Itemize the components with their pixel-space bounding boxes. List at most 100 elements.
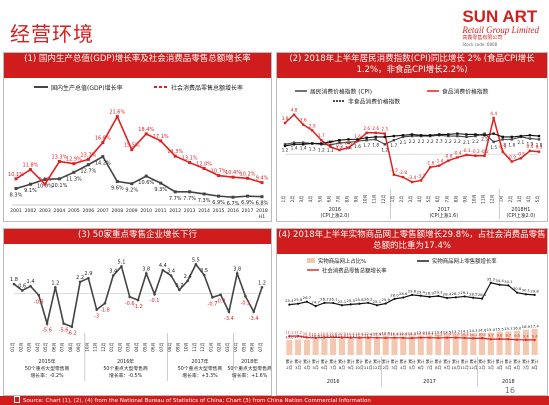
data-label-gdp: 10.6%: [138, 180, 154, 186]
data-label-retail: 10.4: [364, 332, 373, 336]
data-label-gdp: 6.7%: [227, 201, 240, 207]
data-point: [211, 296, 214, 299]
data-label-retail: 13.3%: [51, 154, 67, 160]
x-tick-label: 累计: [487, 359, 495, 364]
data-label-gdp: 7.7%: [183, 196, 196, 202]
x-tick-month: 4月: [496, 365, 502, 370]
bar-online-share: [417, 335, 424, 355]
panel-cpi: (2) 2018年上半年居民消费指数(CPI)同比增长 2% (食品CPI增长1…: [276, 52, 548, 222]
x-tick-label: 2015: [213, 208, 225, 214]
x-tick-month: 7月: [523, 365, 529, 370]
data-label-retail: 13.7%: [80, 152, 96, 158]
data-label-food: 2.6: [372, 126, 379, 132]
data-label: -5.6: [59, 328, 69, 334]
data-point-online: [305, 300, 308, 303]
data-label-retail: 10.1%: [8, 172, 24, 178]
x-tick-label: 8月: [453, 196, 459, 203]
bar-online-share: [426, 335, 433, 355]
data-label-gdp: 9.3%: [154, 187, 167, 193]
data-label: 2.4: [184, 274, 192, 280]
x-tick-label: 累计: [496, 359, 504, 364]
data-label-gdp: 11.3%: [66, 176, 82, 182]
data-point: [45, 322, 49, 325]
data-label-online: 28.1: [478, 292, 487, 297]
data-label-retail: 10.5: [338, 332, 346, 336]
x-tick-label: 5月: [426, 196, 432, 203]
x-tick-label: 04月: [35, 342, 41, 352]
data-label: -3.4: [224, 316, 234, 322]
data-point-retail: [101, 141, 105, 145]
bar-online-share: [531, 328, 538, 355]
data-label-online: 29.4: [417, 289, 426, 294]
data-point: [161, 268, 165, 272]
data-point-food: [428, 166, 432, 169]
bar-data-label: 11.0: [338, 333, 347, 338]
data-point-nonfood: [410, 133, 414, 136]
data-point: [111, 274, 115, 277]
data-point-retail: [367, 336, 370, 339]
x-tick-label: 累计: [338, 359, 346, 364]
data-label-cpi: 2.2: [418, 139, 425, 145]
data-label-food: 0.3: [499, 145, 506, 151]
x-tick-label: 12月: [200, 342, 206, 352]
data-label-cpi: 1.6: [354, 144, 361, 150]
data-point-retail: [28, 168, 32, 172]
x-tick-month: 2月: [286, 365, 292, 370]
note-text: 50个重点大型零售商: [227, 365, 271, 372]
bar-online-share: [461, 333, 468, 355]
data-label-online: 25.1: [338, 299, 347, 304]
data-label-retail: 10.4: [355, 332, 364, 336]
x-tick-label: 累计: [399, 359, 407, 364]
data-label-cpi: 2.1: [463, 140, 470, 146]
x-tick-label: 2006: [83, 208, 95, 214]
bar-online-share: [373, 337, 381, 355]
data-point-online: [349, 303, 352, 306]
logo-cn: 高鑫零售有限公司: [462, 35, 503, 41]
period-sublabel: (CPI上涨2.0): [321, 212, 350, 219]
data-point-retail: [144, 132, 148, 136]
x-tick-month: 2月: [479, 365, 485, 370]
data-point-retail: [498, 337, 501, 341]
panel-online-retail: (4) 2018年上半年实物商品网上零售额增长29.8%，占社会消费品零售总额的…: [276, 228, 548, 396]
x-tick-label: H1: [259, 214, 265, 220]
data-label-food: 4.4: [490, 111, 497, 117]
bar-data-label: 13.5: [443, 329, 452, 334]
bar-data-label: 13.0: [417, 330, 426, 335]
legend-label-online: 实物商品网上零售额增长率: [432, 257, 497, 265]
data-label-cpi: 1.3: [309, 146, 316, 152]
data-point-online: [498, 283, 501, 286]
data-point-food: [292, 113, 296, 116]
data-point-nonfood: [301, 143, 305, 146]
data-label-gdp: 6.8%: [256, 201, 269, 207]
data-point-online: [454, 296, 457, 299]
data-point-nonfood: [465, 133, 468, 136]
data-point-gdp: [217, 194, 221, 198]
x-tick-label: 05月: [142, 342, 148, 352]
x-tick-month: 7月: [426, 365, 432, 370]
x-tick-label: 04月: [233, 342, 239, 352]
data-label: -0.2: [216, 299, 226, 305]
data-label-food: -0.5: [517, 151, 526, 157]
bar-online-share: [347, 338, 354, 355]
data-point-online: [297, 302, 300, 305]
data-point-food: [338, 148, 341, 152]
x-tick-label: 12月: [490, 194, 496, 204]
x-tick-label: 累计: [347, 359, 355, 364]
data-point: [136, 298, 140, 302]
data-label: -6.2: [67, 331, 77, 337]
data-label-cpi: 1.1: [327, 148, 334, 154]
panel-gdp-retail: (1) 国内生产总值(GDP)增长率及社会消费品零售总额增长率 国内生产总值(G…: [3, 52, 272, 222]
x-tick-month: 11月: [460, 365, 469, 370]
x-tick-month: 4月: [400, 365, 406, 370]
x-tick-label: 累计: [443, 359, 451, 364]
x-tick-label: 08月: [68, 342, 74, 352]
bar-data-label: 11.9: [373, 332, 382, 337]
data-point: [178, 288, 181, 292]
x-tick-label: 5月: [317, 196, 323, 203]
data-label-retail: 10.4: [347, 332, 356, 336]
data-point-retail: [188, 161, 192, 165]
data-point-gdp: [144, 174, 148, 178]
data-point-nonfood: [283, 144, 287, 148]
data-point-gdp: [72, 170, 76, 174]
data-point: [202, 273, 206, 277]
